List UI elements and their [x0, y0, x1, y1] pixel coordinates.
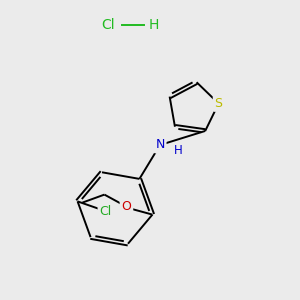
Text: Cl: Cl	[101, 18, 115, 32]
Text: O: O	[122, 200, 131, 213]
Text: Cl: Cl	[100, 205, 112, 218]
Text: N: N	[155, 139, 165, 152]
Text: H: H	[149, 18, 159, 32]
Text: H: H	[174, 145, 182, 158]
Text: S: S	[214, 97, 223, 110]
